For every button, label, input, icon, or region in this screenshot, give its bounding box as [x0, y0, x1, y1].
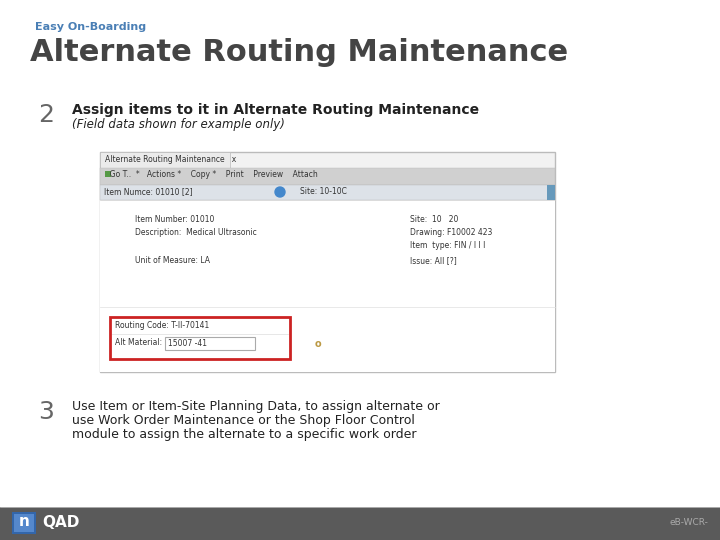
Text: (Field data shown for example only): (Field data shown for example only): [72, 118, 285, 131]
Text: Item Numce: 01010 [2]: Item Numce: 01010 [2]: [104, 187, 193, 196]
Bar: [100, 152, 230, 168]
Bar: [0, 507, 720, 540]
Text: 15007 -41: 15007 -41: [168, 339, 207, 348]
Text: Alternate Routing Maintenance: Alternate Routing Maintenance: [30, 38, 568, 67]
Text: Site: 10-10C: Site: 10-10C: [300, 187, 347, 196]
Bar: [100, 185, 555, 200]
Bar: [165, 337, 255, 350]
Circle shape: [275, 187, 285, 197]
Text: Drawing: F10002 423: Drawing: F10002 423: [410, 228, 492, 237]
Text: 3: 3: [38, 400, 54, 424]
Text: Item  type: FIN / I I I: Item type: FIN / I I I: [410, 241, 485, 250]
Text: Alt Material:: Alt Material:: [115, 338, 162, 347]
Text: n: n: [19, 514, 30, 529]
Bar: [100, 168, 555, 185]
Text: Site:  10   20: Site: 10 20: [410, 215, 459, 224]
Text: Use Item or Item-Site Planning Data, to assign alternate or: Use Item or Item-Site Planning Data, to …: [72, 400, 440, 413]
Text: Issue: All [?]: Issue: All [?]: [410, 256, 456, 265]
Bar: [105, 171, 111, 177]
Bar: [12, 512, 36, 534]
Text: QAD: QAD: [42, 515, 79, 530]
Text: Alternate Routing Maintenance   x: Alternate Routing Maintenance x: [105, 155, 236, 164]
Text: Easy On-Boarding: Easy On-Boarding: [35, 22, 146, 32]
Text: use Work Order Maintenance or the Shop Floor Control: use Work Order Maintenance or the Shop F…: [72, 414, 415, 427]
Bar: [547, 185, 555, 200]
Text: Go T..  *   Actions *    Copy *    Print    Preview    Attach: Go T.. * Actions * Copy * Print Preview …: [105, 170, 318, 179]
Text: o: o: [315, 339, 322, 349]
Text: Item Number: 01010: Item Number: 01010: [135, 215, 215, 224]
Text: Routing Code: T-II-70141: Routing Code: T-II-70141: [115, 321, 210, 330]
Text: Assign items to it in Alternate Routing Maintenance: Assign items to it in Alternate Routing …: [72, 103, 479, 117]
Bar: [14, 514, 34, 532]
Text: eB-WCR-: eB-WCR-: [669, 518, 708, 527]
Bar: [100, 152, 555, 372]
Text: 2: 2: [38, 103, 54, 127]
Text: module to assign the alternate to a specific work order: module to assign the alternate to a spec…: [72, 428, 416, 441]
Bar: [100, 200, 555, 372]
Bar: [110, 317, 290, 359]
Text: Description:  Medical Ultrasonic: Description: Medical Ultrasonic: [135, 228, 257, 237]
Text: Unit of Measure: LA: Unit of Measure: LA: [135, 256, 210, 265]
